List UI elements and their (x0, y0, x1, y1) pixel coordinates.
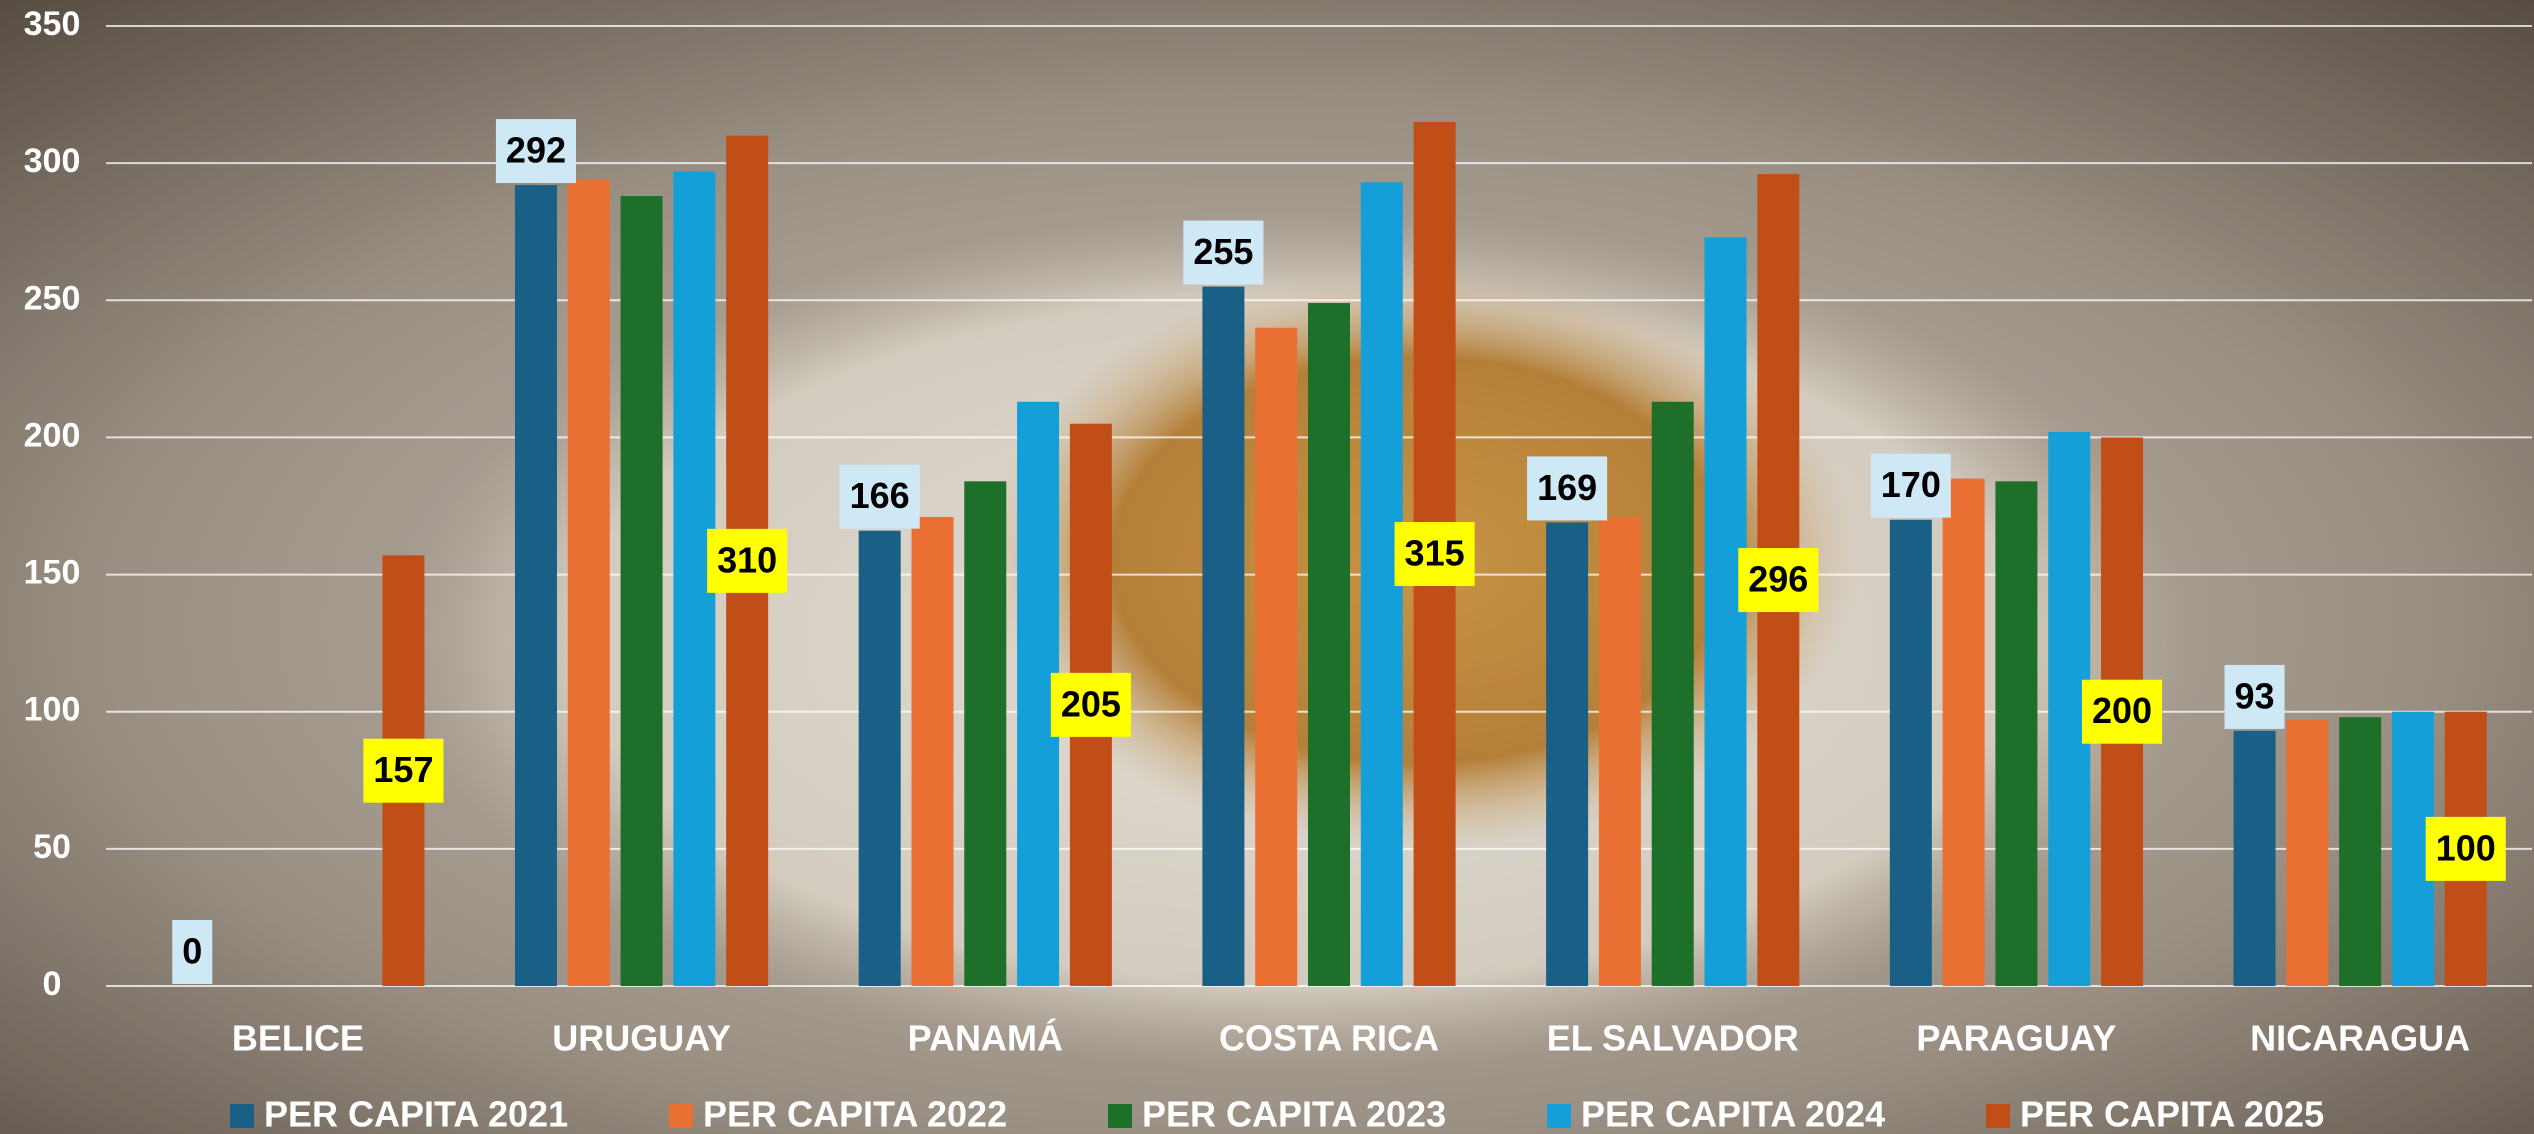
bar (1308, 303, 1350, 986)
bar (859, 531, 901, 986)
data-label: 170 (1881, 464, 1941, 505)
bar (1546, 522, 1588, 986)
data-label: 100 (2436, 827, 2496, 868)
data-label: 255 (1193, 231, 1253, 272)
y-tick-label: 250 (24, 279, 81, 317)
data-label: 169 (1537, 467, 1597, 508)
bar (1255, 328, 1297, 986)
y-tick-label: 50 (33, 828, 71, 866)
y-tick-label: 150 (24, 554, 81, 592)
data-label: 296 (1748, 559, 1808, 600)
bar (1202, 287, 1244, 986)
legend-marker (669, 1104, 693, 1128)
legend-label: PER CAPITA 2023 (1142, 1094, 1446, 1134)
y-tick-label: 0 (43, 965, 62, 1003)
y-tick-label: 100 (24, 691, 81, 729)
x-tick-label: PARAGUAY (1916, 1018, 2116, 1059)
data-label: 200 (2092, 690, 2152, 731)
data-label: 166 (850, 475, 910, 516)
legend-marker (1986, 1104, 2010, 1128)
legend-label: PER CAPITA 2022 (703, 1094, 1007, 1134)
data-label: 205 (1061, 683, 1121, 724)
bar (1652, 402, 1694, 986)
bar (515, 185, 557, 986)
x-tick-label: PANAMÁ (908, 1018, 1063, 1059)
bar (1995, 481, 2037, 986)
legend-marker (1108, 1104, 1132, 1128)
data-label: 310 (717, 539, 777, 580)
bar (1890, 520, 1932, 986)
legend-marker (230, 1104, 254, 1128)
bar (2339, 717, 2381, 986)
page: 0 50 100 150 200 250 300 350 0 292 166 255 169 170 93 1… (0, 0, 2534, 1134)
legend-marker (1547, 1104, 1571, 1128)
legend-label: PER CAPITA 2021 (264, 1094, 568, 1134)
data-label: 0 (182, 931, 202, 972)
data-label: 157 (373, 749, 433, 790)
y-tick-label: 200 (24, 416, 81, 454)
y-tick-label: 350 (24, 5, 81, 43)
x-tick-label: BELICE (232, 1018, 364, 1059)
data-label: 93 (2235, 675, 2275, 716)
bar (568, 180, 610, 986)
bar (1599, 517, 1641, 986)
bar (964, 481, 1006, 986)
bar (2286, 720, 2328, 986)
legend-label: PER CAPITA 2025 (2020, 1094, 2324, 1134)
y-tick-label: 300 (24, 142, 81, 180)
bar (1943, 479, 1985, 986)
x-tick-label: URUGUAY (552, 1018, 731, 1059)
bar (2234, 731, 2276, 986)
x-tick-label: COSTA RICA (1219, 1018, 1439, 1059)
x-tick-label: NICARAGUA (2250, 1018, 2470, 1059)
bar (621, 196, 663, 986)
legend-label: PER CAPITA 2024 (1581, 1094, 1885, 1134)
data-label: 292 (506, 130, 566, 171)
chart: 0 50 100 150 200 250 300 350 0 292 166 255 169 170 93 1… (0, 0, 2534, 1134)
bar (911, 517, 953, 986)
data-label: 315 (1405, 533, 1465, 574)
x-tick-label: EL SALVADOR (1547, 1018, 1799, 1059)
